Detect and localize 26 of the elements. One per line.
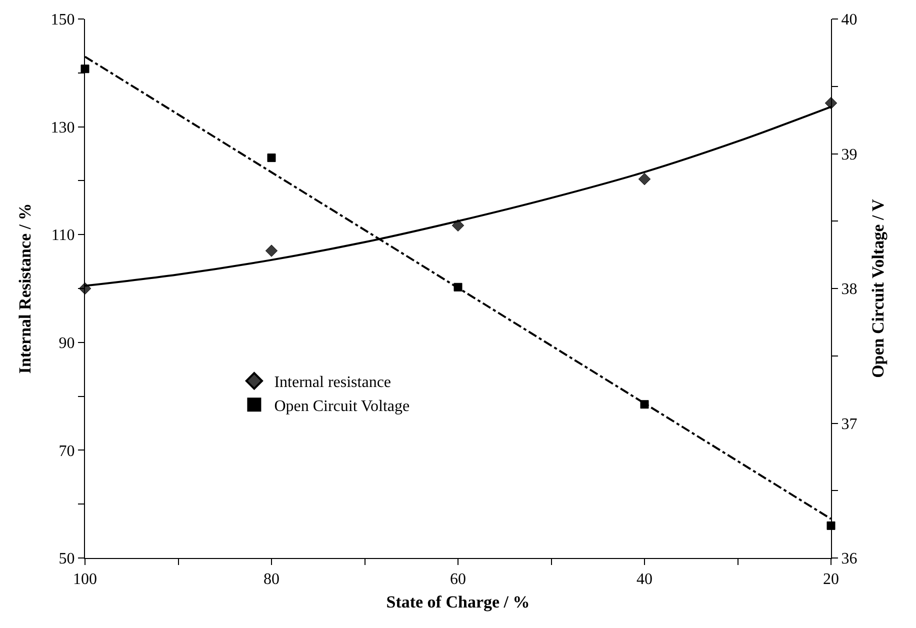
y-tick-label: 130 — [50, 119, 75, 136]
y2-axis-title: Open Circuit Voltage / V — [868, 198, 888, 378]
y-tick-label: 110 — [51, 227, 75, 244]
y-axis-title: Internal Resistance / % — [15, 203, 34, 374]
y-tick-label: 50 — [58, 550, 75, 568]
x-tick-label: 40 — [636, 571, 652, 588]
point — [826, 521, 836, 530]
y-tick-label: 90 — [58, 335, 75, 352]
point — [80, 64, 90, 74]
y-tick-label: 150 — [50, 12, 75, 29]
x-tick-label: 100 — [73, 571, 97, 588]
x-axis-title: State of Charge / % — [386, 592, 530, 612]
y2-tick-label: 40 — [841, 12, 858, 29]
x-tick-label: 80 — [264, 571, 280, 588]
legend-label: Internal resistance — [274, 374, 392, 392]
y2-tick-label: 37 — [841, 416, 858, 433]
point — [267, 154, 276, 162]
y-tick-label: 70 — [58, 442, 75, 460]
x-tick-label: 20 — [823, 571, 839, 588]
point — [265, 244, 278, 257]
y2-tick-label: 39 — [841, 146, 858, 164]
y2-tick-label: 38 — [841, 281, 858, 298]
x-tick-label: 60 — [450, 571, 466, 588]
y2-tick-label: 36 — [841, 550, 858, 568]
point — [638, 172, 651, 186]
legend-label: Open Circuit Voltage — [274, 398, 410, 415]
